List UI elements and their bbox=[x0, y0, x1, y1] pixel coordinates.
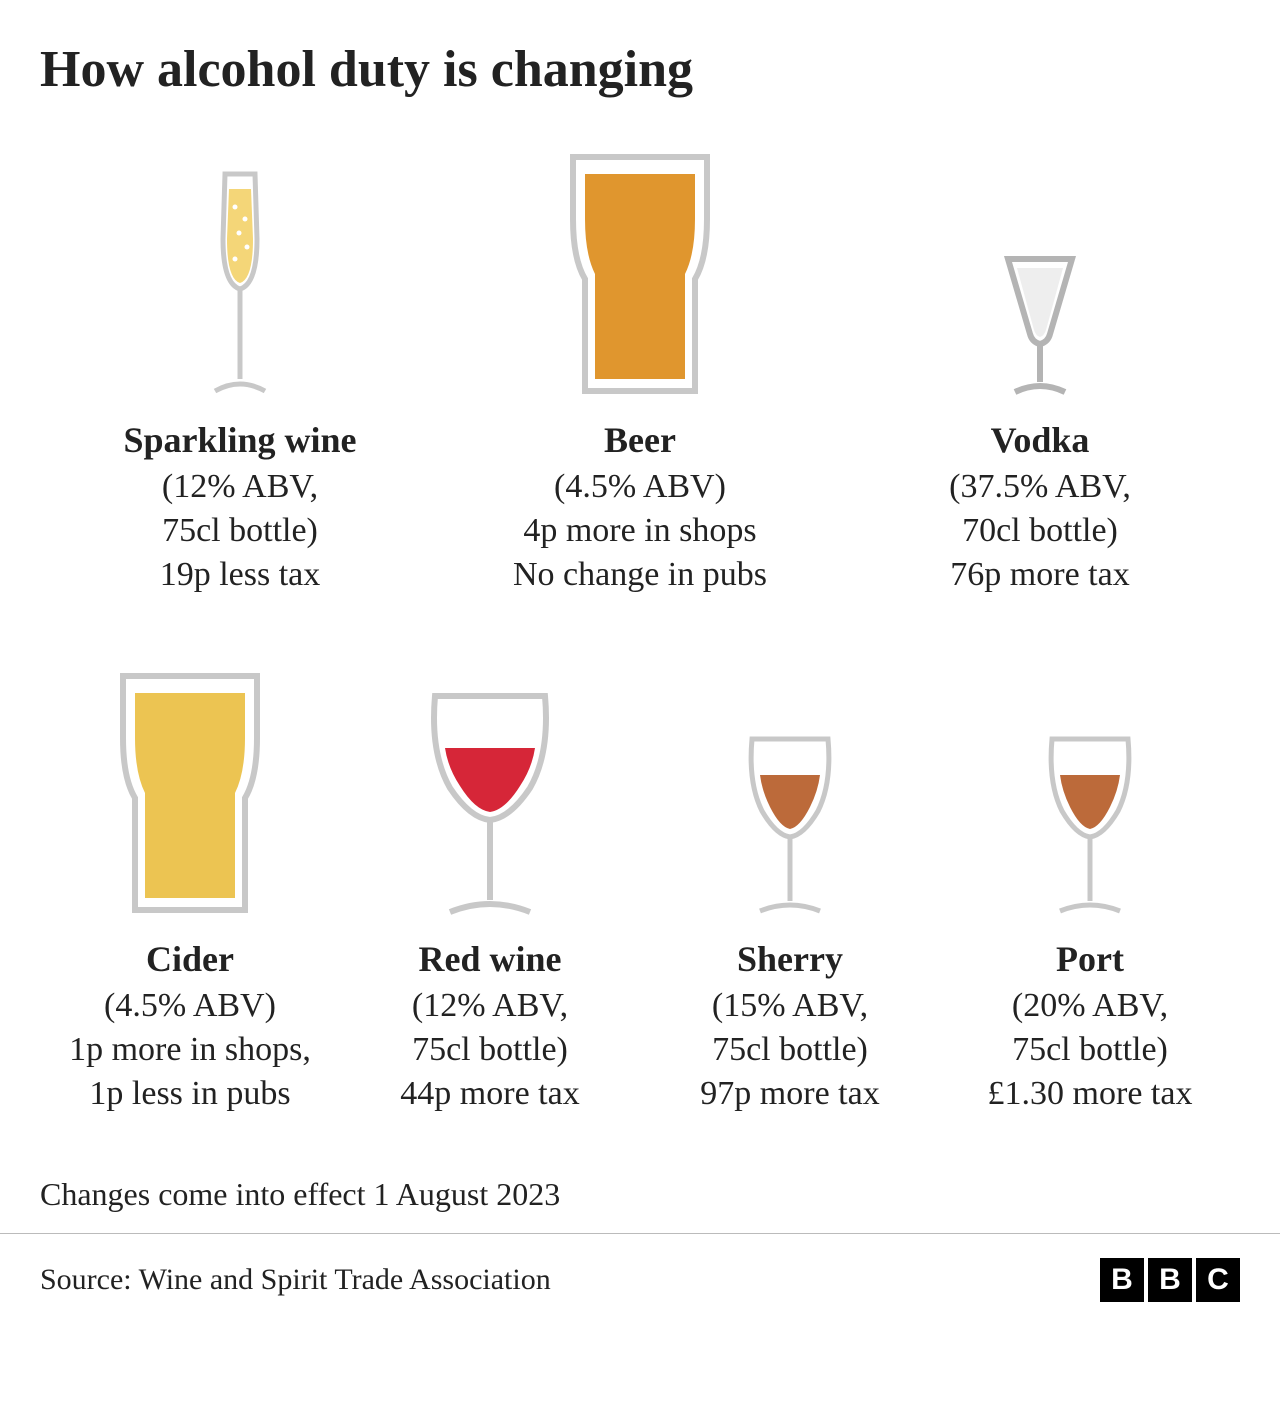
cell-port: Port (20% ABV, 75cl bottle) £1.30 more t… bbox=[940, 658, 1240, 1117]
drink-line: 97p more tax bbox=[700, 1072, 879, 1116]
drink-line: 75cl bottle) bbox=[162, 509, 318, 553]
drink-name: Sherry bbox=[737, 938, 843, 980]
cell-cider: Cider (4.5% ABV) 1p more in shops, 1p le… bbox=[40, 658, 340, 1117]
drink-line: 19p less tax bbox=[160, 553, 321, 597]
grid-row-1: Sparkling wine (12% ABV, 75cl bottle) 19… bbox=[40, 139, 1240, 598]
source-attribution: Source: Wine and Spirit Trade Associatio… bbox=[40, 1263, 551, 1297]
drink-line: 4p more in shops bbox=[523, 509, 756, 553]
cider-pint-icon bbox=[105, 658, 275, 918]
drink-name: Red wine bbox=[419, 938, 562, 980]
vodka-shot-icon bbox=[990, 139, 1090, 399]
grid-row-2: Cider (4.5% ABV) 1p more in shops, 1p le… bbox=[40, 658, 1240, 1117]
drink-line: (15% ABV, bbox=[712, 984, 868, 1028]
drink-line: 75cl bottle) bbox=[712, 1028, 868, 1072]
drink-line: (12% ABV, bbox=[162, 465, 318, 509]
drink-line: No change in pubs bbox=[513, 553, 767, 597]
bbc-logo-letter: B bbox=[1148, 1258, 1192, 1302]
drink-line: (20% ABV, bbox=[1012, 984, 1168, 1028]
red-wine-glass-icon bbox=[410, 658, 570, 918]
beer-pint-icon bbox=[555, 139, 725, 399]
drink-name: Cider bbox=[146, 938, 234, 980]
drink-line: 1p more in shops, bbox=[69, 1028, 311, 1072]
drink-line: 76p more tax bbox=[950, 553, 1129, 597]
page-title: How alcohol duty is changing bbox=[40, 40, 1240, 99]
drink-line: (4.5% ABV) bbox=[554, 465, 726, 509]
drink-name: Sparkling wine bbox=[123, 419, 356, 461]
drink-line: 75cl bottle) bbox=[412, 1028, 568, 1072]
drink-line: £1.30 more tax bbox=[988, 1072, 1193, 1116]
drink-name: Beer bbox=[604, 419, 676, 461]
drink-line: (12% ABV, bbox=[412, 984, 568, 1028]
drink-line: (37.5% ABV, bbox=[949, 465, 1131, 509]
bbc-logo: B B C bbox=[1100, 1258, 1240, 1302]
bbc-logo-letter: B bbox=[1100, 1258, 1144, 1302]
champagne-flute-icon bbox=[195, 139, 285, 399]
drink-line: (4.5% ABV) bbox=[104, 984, 276, 1028]
drink-line: 70cl bottle) bbox=[962, 509, 1118, 553]
footer: Source: Wine and Spirit Trade Associatio… bbox=[0, 1233, 1280, 1342]
port-glass-icon bbox=[1030, 658, 1150, 918]
bbc-logo-letter: C bbox=[1196, 1258, 1240, 1302]
cell-beer: Beer (4.5% ABV) 4p more in shops No chan… bbox=[440, 139, 840, 598]
cell-sparkling-wine: Sparkling wine (12% ABV, 75cl bottle) 19… bbox=[40, 139, 440, 598]
cell-vodka: Vodka (37.5% ABV, 70cl bottle) 76p more … bbox=[840, 139, 1240, 598]
cell-sherry: Sherry (15% ABV, 75cl bottle) 97p more t… bbox=[640, 658, 940, 1117]
drink-line: 44p more tax bbox=[400, 1072, 579, 1116]
sherry-glass-icon bbox=[730, 658, 850, 918]
drink-name: Vodka bbox=[991, 419, 1090, 461]
drink-line: 75cl bottle) bbox=[1012, 1028, 1168, 1072]
cell-red-wine: Red wine (12% ABV, 75cl bottle) 44p more… bbox=[340, 658, 640, 1117]
infographic-container: How alcohol duty is changing bbox=[0, 0, 1280, 1213]
drink-name: Port bbox=[1056, 938, 1124, 980]
drink-line: 1p less in pubs bbox=[89, 1072, 290, 1116]
drinks-grid: Sparkling wine (12% ABV, 75cl bottle) 19… bbox=[40, 139, 1240, 1116]
effective-date-note: Changes come into effect 1 August 2023 bbox=[40, 1176, 1240, 1213]
